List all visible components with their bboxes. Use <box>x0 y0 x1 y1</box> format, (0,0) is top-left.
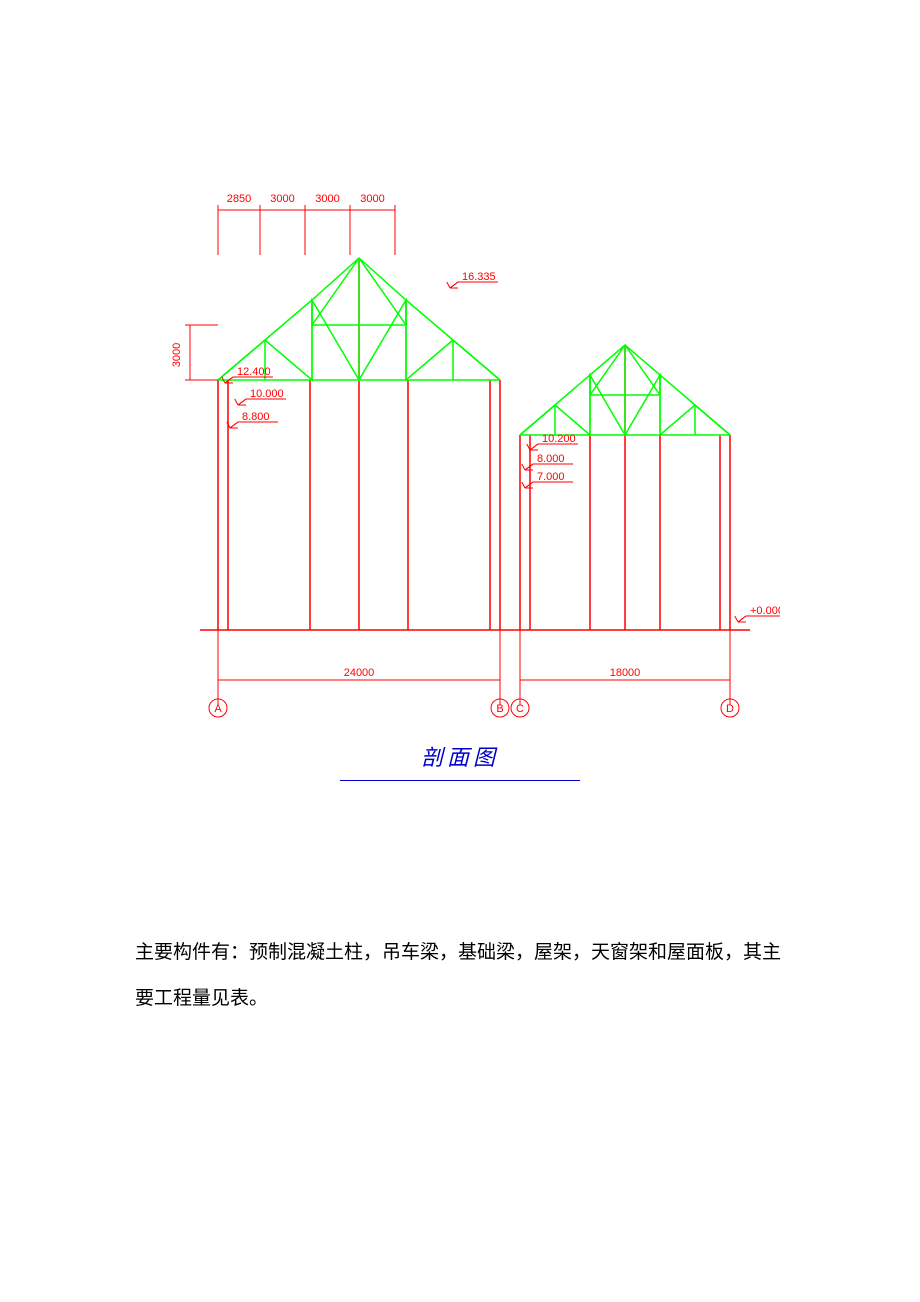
section-diagram: 2850300030003000 3000 12.40010.0008.8001… <box>160 180 780 830</box>
diagram-title: 剖面图 <box>340 740 580 772</box>
svg-text:10.000: 10.000 <box>250 388 284 400</box>
axis-markers: A B C D <box>209 699 739 717</box>
left-dim-label: 3000 <box>171 343 183 367</box>
diagram-title-zone: 剖面图 <box>340 740 580 781</box>
svg-text:3000: 3000 <box>315 193 339 205</box>
span-dimensions: 24000 18000 <box>218 630 730 705</box>
svg-text:3000: 3000 <box>270 193 294 205</box>
body-paragraph: 主要构件有：预制混凝土柱，吊车梁，基础梁，屋架，天窗架和屋面板，其主要工程量见表… <box>135 930 785 1021</box>
svg-text:A: A <box>214 703 222 715</box>
truss-a <box>218 258 500 380</box>
svg-text:18000: 18000 <box>610 667 641 679</box>
svg-text:7.000: 7.000 <box>537 471 565 483</box>
svg-text:3000: 3000 <box>360 193 384 205</box>
svg-text:24000: 24000 <box>344 667 375 679</box>
svg-text:2850: 2850 <box>227 193 251 205</box>
svg-text:D: D <box>726 703 734 715</box>
svg-text:12.400: 12.400 <box>237 366 271 378</box>
diagram-svg: 2850300030003000 3000 12.40010.0008.8001… <box>160 180 780 740</box>
svg-text:8.000: 8.000 <box>537 453 565 465</box>
title-underline <box>340 780 580 781</box>
svg-text:B: B <box>496 703 503 715</box>
svg-text:+0.000: +0.000 <box>750 605 780 617</box>
svg-text:10.200: 10.200 <box>542 433 576 445</box>
top-dimensions: 2850 3000 3000 3000 <box>218 193 395 255</box>
truss-b <box>520 345 730 435</box>
elevations: 12.400 10.000 8.800 16.335 10.200 8.000 7.000 +… <box>222 271 780 622</box>
svg-text:16.335: 16.335 <box>462 271 496 283</box>
svg-text:C: C <box>516 703 524 715</box>
svg-text:8.800: 8.800 <box>242 411 270 423</box>
left-dimension: 3000 <box>171 325 218 380</box>
